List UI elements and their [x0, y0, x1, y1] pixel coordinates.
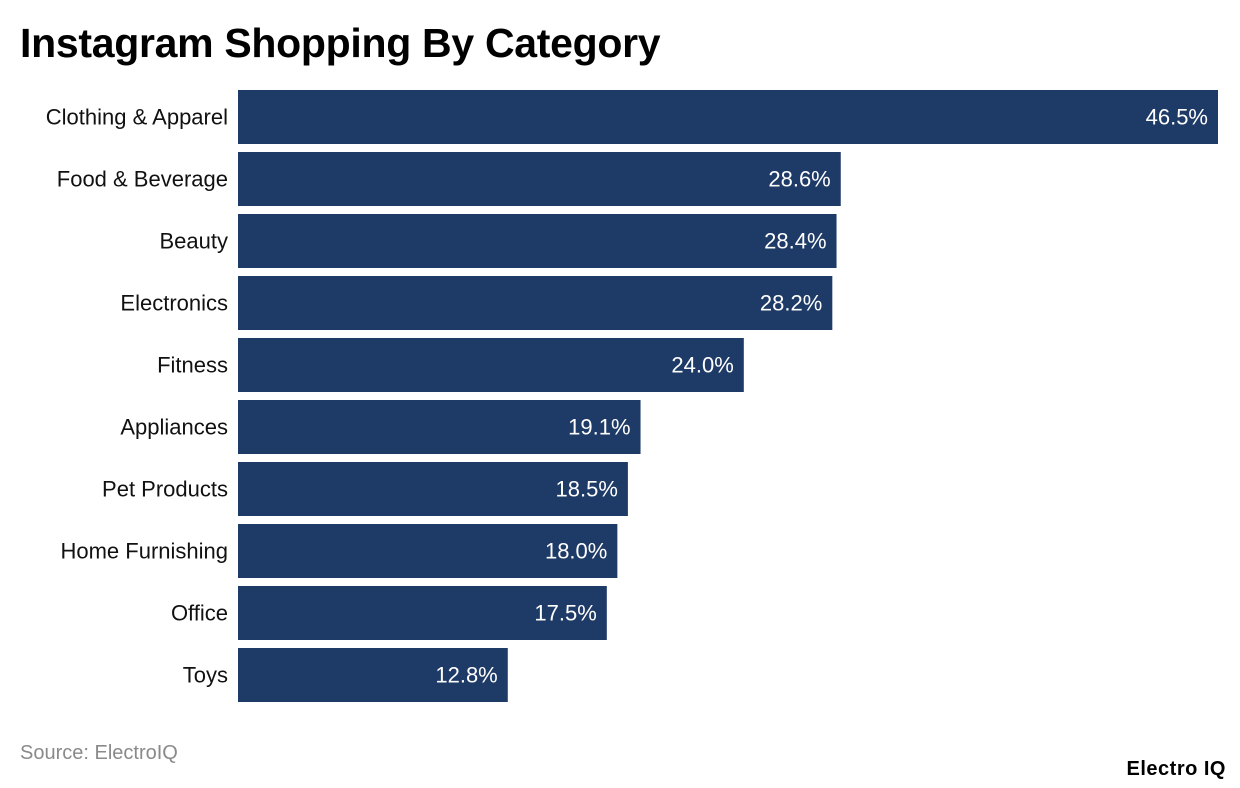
bar-row: Fitness 24.0%: [157, 338, 744, 392]
value-label: 46.5%: [1146, 105, 1208, 130]
category-label: Toys: [183, 663, 228, 688]
value-label: 24.0%: [671, 353, 733, 378]
category-label: Office: [171, 601, 228, 626]
bar: [238, 90, 1218, 144]
category-label: Food & Beverage: [57, 167, 228, 192]
bar-row: Toys 12.8%: [183, 648, 508, 702]
bar: [238, 152, 841, 206]
bar: [238, 586, 607, 640]
value-label: 18.0%: [545, 539, 607, 564]
value-label: 28.2%: [760, 291, 822, 316]
value-label: 19.1%: [568, 415, 630, 440]
bar: [238, 524, 618, 578]
chart-title: Instagram Shopping By Category: [20, 20, 661, 66]
bar-row: Clothing & Apparel 46.5%: [46, 90, 1218, 144]
value-label: 17.5%: [534, 601, 596, 626]
value-label: 28.4%: [764, 229, 826, 254]
bar: [238, 276, 833, 330]
bar-row: Electronics 28.2%: [120, 276, 833, 330]
category-label: Appliances: [120, 415, 228, 440]
bar-row: Appliances 19.1%: [120, 400, 641, 454]
category-label: Electronics: [120, 291, 228, 316]
bar-row: Pet Products 18.5%: [102, 462, 628, 516]
category-label: Beauty: [160, 229, 229, 254]
category-label: Home Furnishing: [60, 539, 228, 564]
bar: [238, 214, 837, 268]
bar-row: Beauty 28.4%: [160, 214, 837, 268]
bar: [238, 400, 641, 454]
brand-logo: Electro IQ: [1126, 758, 1226, 780]
bar-row: Office 17.5%: [171, 586, 607, 640]
value-label: 12.8%: [435, 663, 497, 688]
bar: [238, 462, 628, 516]
value-label: 18.5%: [556, 477, 618, 502]
bar-row: Food & Beverage 28.6%: [57, 152, 841, 206]
bar-row: Home Furnishing 18.0%: [60, 524, 618, 578]
category-label: Fitness: [157, 353, 228, 378]
value-label: 28.6%: [768, 167, 830, 192]
category-label: Clothing & Apparel: [46, 105, 228, 130]
bar: [238, 648, 508, 702]
bar: [238, 338, 744, 392]
category-label: Pet Products: [102, 477, 228, 502]
source-note: Source: ElectroIQ: [20, 742, 178, 764]
